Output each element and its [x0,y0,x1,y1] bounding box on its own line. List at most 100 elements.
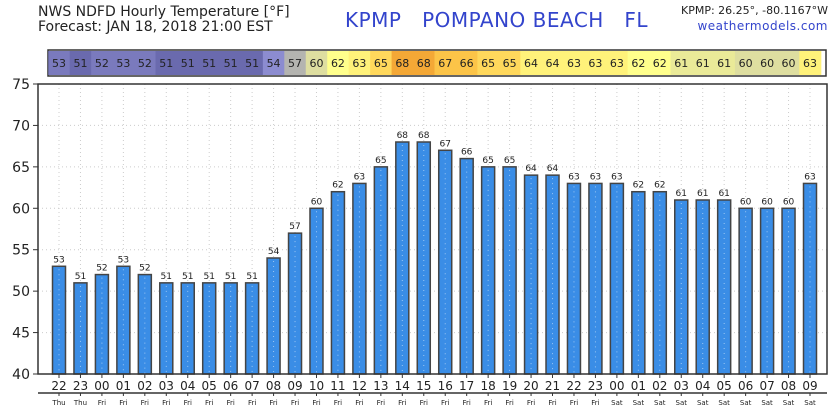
bar-value-label: 65 [482,156,493,166]
x-tick-label-day: Thu [51,399,65,407]
x-tick-label-day: Fri [420,399,428,407]
value-strip-cell [670,51,693,75]
value-strip-cell [198,51,221,75]
bar-value-label: 60 [740,197,752,207]
value-strip-label: 52 [95,57,109,70]
x-tick-label-day: Fri [141,399,149,407]
station-name: KPMP POMPANO BEACH FL [345,8,649,32]
x-tick-label-hour: 12 [352,379,367,393]
value-strip-label: 61 [696,57,710,70]
value-strip-cell [541,51,564,75]
x-tick-label-day: Fri [334,399,342,407]
value-strip-label: 51 [159,57,173,70]
x-tick-label-hour: 18 [481,379,496,393]
bar-value-label: 63 [568,172,579,182]
station-coords: KPMP: 26.25°, -80.1167°W [681,4,828,17]
value-strip-cell [584,51,607,75]
value-strip-label: 61 [717,57,731,70]
site-link[interactable]: weathermodels.com [697,19,828,33]
value-strip-cell [649,51,672,75]
value-strip-cell [391,51,414,75]
x-tick-label-day: Fri [226,399,234,407]
bar-value-label: 52 [139,264,150,274]
bar-value-label: 61 [718,189,729,199]
value-strip-cell [134,51,157,75]
bar-value-label: 57 [289,222,300,232]
value-strip-label: 63 [588,57,602,70]
bar-value-label: 66 [461,148,473,158]
x-tick-label-hour: 09 [287,379,302,393]
x-tick-label-hour: 23 [73,379,88,393]
bar-value-label: 60 [783,197,795,207]
value-strip-cell [305,51,328,75]
value-strip-label: 64 [546,57,560,70]
value-strip-label: 53 [116,57,130,70]
x-tick-label-hour: 21 [545,379,560,393]
bar-value-label: 62 [654,181,665,191]
value-strip-cell [155,51,178,75]
value-strip-label: 62 [631,57,645,70]
x-tick-label-day: Sat [740,399,752,407]
x-tick-label-day: Fri [377,399,385,407]
chart-title-block: NWS NDFD Hourly Temperature [°F] Forecas… [38,5,290,35]
value-strip-label: 68 [395,57,409,70]
bar-value-label: 62 [633,181,644,191]
y-tick-label: 65 [12,160,30,176]
x-tick-label-day: Thu [73,399,87,407]
value-strip-cell [69,51,92,75]
bar-value-label: 63 [611,172,622,182]
bar-value-label: 61 [697,189,708,199]
value-strip-label: 60 [739,57,753,70]
value-strip-cell [627,51,650,75]
value-strip-cell [241,51,264,75]
plot-frame [37,83,828,375]
value-strip-label: 51 [245,57,259,70]
bar-value-label: 65 [504,156,515,166]
chart-title: NWS NDFD Hourly Temperature [°F] [38,4,290,20]
x-tick-label-hour: 04 [695,379,710,393]
bar [416,141,432,375]
value-strip-label: 68 [417,57,431,70]
value-strip-cell [370,51,393,75]
bar-value-label: 63 [354,172,365,182]
y-tick-label: 70 [12,118,30,134]
value-strip-label: 53 [52,57,66,70]
value-strip-label: 63 [567,57,581,70]
bar-value-label: 51 [225,272,236,282]
bar [716,199,732,375]
value-strip-cell [348,51,371,75]
x-tick-label-hour: 09 [802,379,817,393]
value-strip-cell [713,51,736,75]
x-tick-label-day: Sat [783,399,795,407]
bar-value-label: 51 [203,272,214,282]
x-tick-label-hour: 16 [438,379,453,393]
x-tick-label-day: Fri [527,399,535,407]
x-tick-label-day: Fri [269,399,277,407]
x-tick-label-day: Fri [591,399,599,407]
x-tick-label-day: Fri [98,399,106,407]
x-tick-label-hour: 11 [330,379,345,393]
bar [94,273,110,375]
bar-value-label: 53 [118,255,129,265]
bar-value-label: 60 [761,197,773,207]
value-strip-label: 62 [331,57,345,70]
bar [330,190,346,375]
x-tick-label-day: Sat [611,399,623,407]
value-strip-label: 62 [653,57,667,70]
x-tick-label-hour: 15 [416,379,431,393]
x-tick-label-hour: 17 [459,379,474,393]
x-tick-label-day: Fri [291,399,299,407]
value-strip-label: 57 [288,57,302,70]
x-tick-label-day: Sat [654,399,666,407]
x-tick-label-hour: 13 [373,379,388,393]
x-tick-label-day: Fri [355,399,363,407]
value-strip-label: 65 [503,57,517,70]
value-strip-label: 60 [760,57,774,70]
x-tick-label-day: Sat [761,399,773,407]
bar [545,174,560,375]
y-tick-label: 45 [12,326,30,342]
x-tick-label-day: Fri [398,399,406,407]
value-strip-label: 60 [309,57,323,70]
bar [759,207,775,375]
value-strip-label: 51 [202,57,216,70]
